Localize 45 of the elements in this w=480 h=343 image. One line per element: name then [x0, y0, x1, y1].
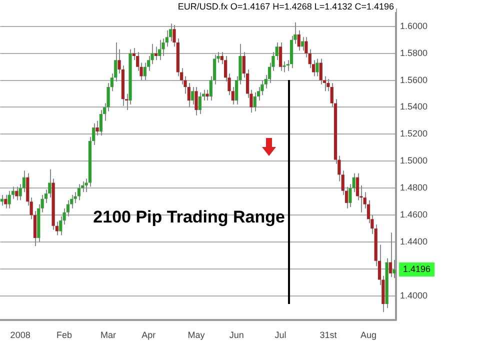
y-tick-label: 1.5200 — [400, 128, 428, 139]
y-tick-label: 1.5800 — [400, 48, 428, 58]
x-tick-label: Aug — [360, 330, 377, 340]
candlestick — [4, 194, 8, 209]
annotation: EUR/USD.fx O=1.4167 H=1.4268 L=1.4132 C=1.4196 — [178, 1, 394, 12]
y-tick-label: 1.4400 — [400, 236, 428, 247]
candlestick — [253, 92, 256, 112]
candlestick — [99, 109, 103, 136]
candlestick — [319, 58, 322, 85]
candlestick — [388, 232, 392, 278]
x-tick-label: 2008 — [10, 330, 30, 340]
x-tick-label: Jul — [274, 330, 286, 340]
candlestick — [77, 184, 81, 201]
x-tick-label: 31st — [320, 330, 338, 340]
candlestick — [198, 92, 202, 114]
y-tick-label: 1.4800 — [400, 182, 428, 193]
candlestick — [143, 62, 146, 81]
candlestick — [282, 60, 286, 73]
x-tick-label: Apr — [142, 330, 156, 340]
candlestick — [8, 190, 11, 209]
candlestick — [316, 58, 319, 77]
y-tick-label: 1.6000 — [400, 20, 428, 31]
x-tick-label: Mar — [100, 330, 116, 340]
candlestick — [59, 216, 62, 236]
candlestick — [300, 36, 304, 52]
candlestick — [15, 186, 18, 201]
x-tick-label: Feb — [56, 330, 72, 340]
x-tick-label: Jun — [229, 330, 244, 340]
x-tick-label: May — [188, 330, 206, 340]
candlestick — [392, 259, 396, 279]
candlestick — [96, 120, 99, 136]
y-tick-label: 1.5400 — [400, 102, 428, 112]
candlestick — [191, 86, 194, 106]
annotation: 2100 Pip Trading Range — [93, 208, 285, 227]
candlestick — [158, 39, 162, 61]
y-tick-label: 1.5000 — [400, 156, 428, 166]
y-tick-label: 1.5600 — [400, 74, 428, 85]
candlestick — [162, 38, 165, 57]
y-tick-label: 1.4600 — [400, 210, 428, 220]
candlestick — [356, 172, 360, 201]
text: 1.4196 — [403, 264, 431, 274]
candlestick — [194, 86, 198, 116]
y-tick-label: 1.4000 — [400, 290, 428, 300]
candlestick — [206, 89, 209, 102]
candlestick — [278, 42, 282, 72]
